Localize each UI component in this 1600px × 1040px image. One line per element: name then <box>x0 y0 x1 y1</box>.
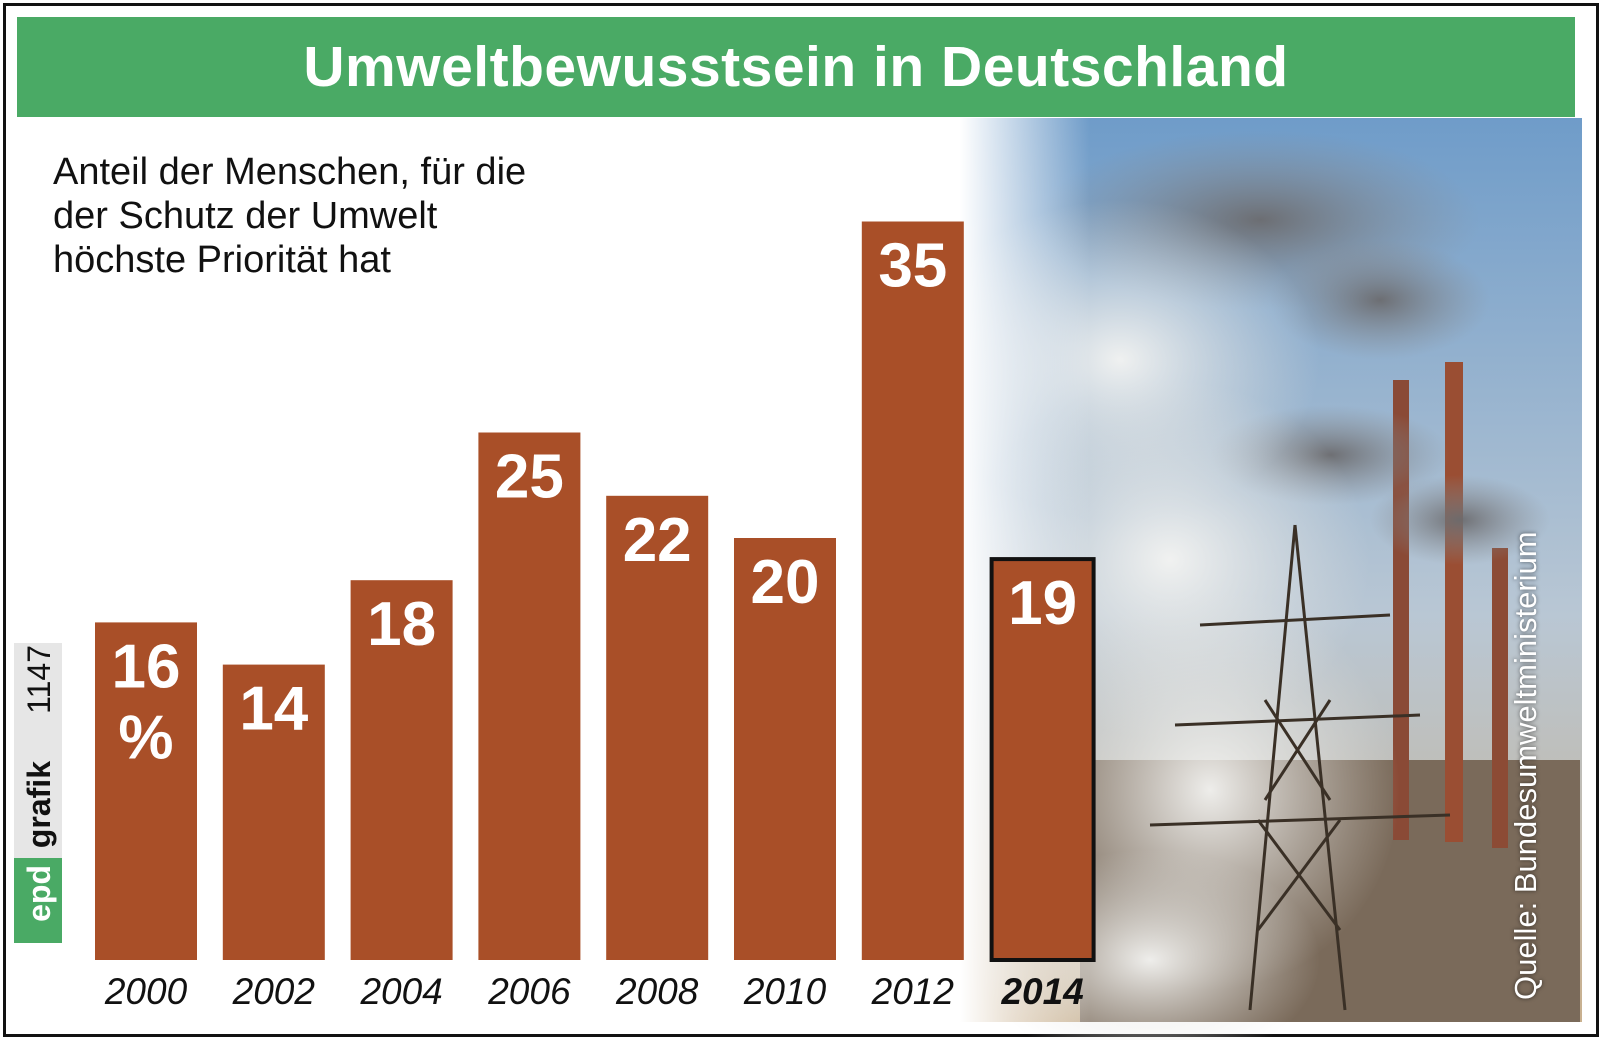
bar-value-labels: 16% 14 18 25 22 20 35 19 <box>112 232 1078 773</box>
epd-grafik-logo: 1147 grafik epd <box>14 643 62 943</box>
bar-value-label: 22 <box>623 506 692 575</box>
x-tick-label: 2008 <box>615 971 699 1012</box>
bar-value-label: 16 <box>112 632 181 701</box>
x-tick-label: 2006 <box>487 971 571 1012</box>
bar-value-label: 18 <box>367 590 436 659</box>
subtitle-line: höchste Priorität hat <box>53 239 391 281</box>
logo-product: grafik <box>21 761 57 848</box>
x-axis-ticks: 2000 2002 2004 2006 2008 2010 2012 2014 <box>104 971 1084 1012</box>
logo-number: 1147 <box>21 645 57 714</box>
x-tick-label: 2014 <box>1000 971 1083 1012</box>
bar-2002 <box>222 664 325 960</box>
bar-value-label: 35 <box>878 232 947 301</box>
bar-value-label: 19 <box>1008 569 1077 638</box>
x-tick-label: 2012 <box>871 971 955 1012</box>
subtitle-line: Anteil der Menschen, für die <box>53 151 527 193</box>
bar-2014 <box>989 557 1096 962</box>
title-bar: Umweltbewusstsein in Deutschland <box>17 17 1575 117</box>
logo-brand: epd <box>21 865 57 922</box>
x-tick-label: 2004 <box>359 971 442 1012</box>
bar-2004 <box>350 580 453 960</box>
bar-series <box>95 221 1096 962</box>
bar-value-label: 20 <box>751 548 820 617</box>
chart-title: Umweltbewusstsein in Deutschland <box>303 35 1289 99</box>
bar-2000 <box>95 622 197 960</box>
x-tick-label: 2010 <box>743 971 827 1012</box>
bar-2006 <box>478 432 581 960</box>
chart-subtitle: Anteil der Menschen, für die der Schutz … <box>53 150 653 282</box>
subtitle-line: der Schutz der Umwelt <box>53 195 438 237</box>
x-tick-label: 2002 <box>232 971 316 1012</box>
bar-value-label: 25 <box>495 443 564 512</box>
x-tick-label: 2000 <box>104 971 188 1012</box>
bar-value-label: 14 <box>239 675 308 744</box>
bar-2008 <box>606 495 709 960</box>
bar-2012 <box>861 221 964 960</box>
source-note: Quelle: Bundesumweltministerium <box>1508 531 1543 1000</box>
unit-label: % <box>118 703 173 772</box>
bar-2010 <box>734 538 836 960</box>
